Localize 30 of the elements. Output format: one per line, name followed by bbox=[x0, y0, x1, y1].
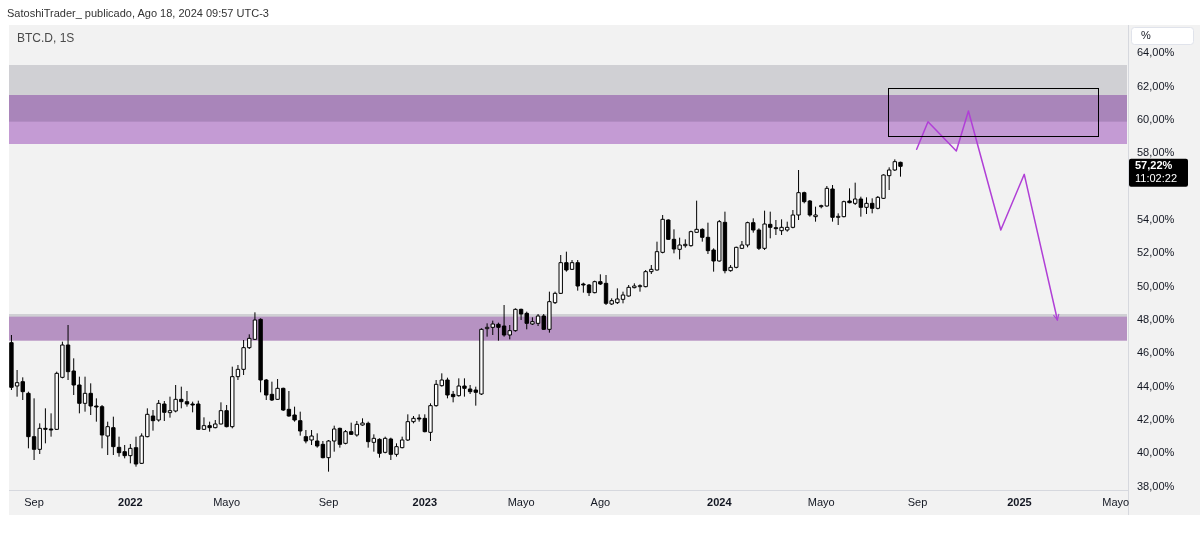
x-tick-label: Sep bbox=[318, 495, 339, 508]
y-tick-label: 46,00% bbox=[1137, 346, 1175, 359]
y-tick-label: 48,00% bbox=[1137, 312, 1175, 325]
y-tick-label: 60,00% bbox=[1137, 112, 1175, 125]
x-tick-label: Mayo bbox=[507, 495, 535, 508]
x-tick-label: 2022 bbox=[118, 495, 143, 508]
y-axis-title: % bbox=[1141, 29, 1151, 42]
y-tick-label: 40,00% bbox=[1137, 446, 1175, 459]
x-tick-label: Ago bbox=[590, 495, 611, 508]
y-tick-label: 38,00% bbox=[1137, 479, 1175, 492]
x-tick-label: 2023 bbox=[412, 495, 438, 508]
text: SatoshiTrader_ publicado, Ago 18, 2024 09:57 UTC-3 bbox=[7, 6, 269, 19]
text: BTC.D, 1S bbox=[17, 31, 75, 46]
y-tick-label: 62,00% bbox=[1137, 79, 1175, 92]
y-tick-label: 54,00% bbox=[1137, 212, 1175, 225]
x-tick-label: Mayo bbox=[1102, 495, 1130, 508]
y-tick-label: 42,00% bbox=[1137, 412, 1175, 425]
text: 57,22% bbox=[1135, 159, 1173, 172]
x-tick-label: Mayo bbox=[807, 495, 835, 508]
x-tick-label: Mayo bbox=[213, 495, 241, 508]
text: 11:02:22 bbox=[1135, 172, 1178, 185]
y-tick-label: 52,00% bbox=[1137, 246, 1175, 259]
x-tick-label: 2025 bbox=[1007, 495, 1032, 508]
y-tick-label: 50,00% bbox=[1137, 279, 1175, 292]
x-tick-label: Sep bbox=[24, 495, 44, 508]
x-tick-label: 2024 bbox=[707, 495, 733, 508]
y-tick-label: 64,00% bbox=[1137, 46, 1175, 59]
x-tick-label: Sep bbox=[907, 495, 928, 508]
y-tick-label: 44,00% bbox=[1137, 379, 1175, 392]
y-tick-label: 58,00% bbox=[1137, 146, 1175, 159]
